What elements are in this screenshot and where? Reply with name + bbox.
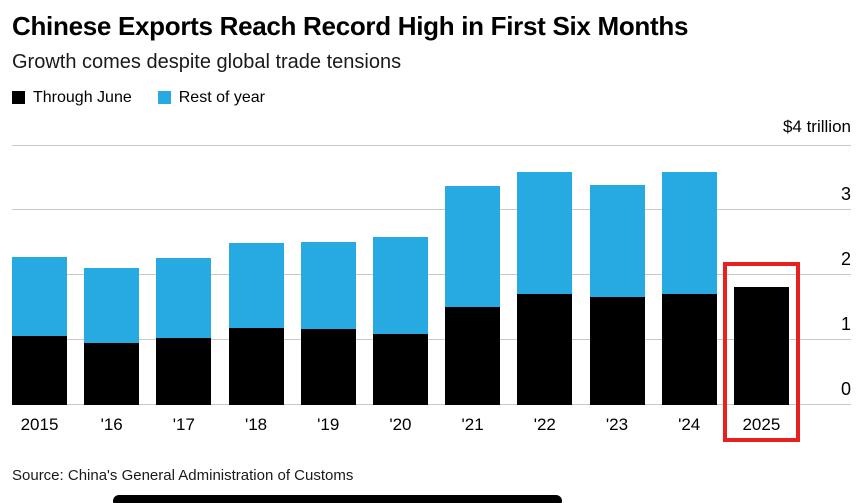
bar-segment-rest-of-year [589,184,645,297]
x-axis-label: '18 [244,414,268,434]
bar-column-21: '21 [445,145,501,434]
gridline-1 [12,338,851,340]
bar-column-16: '16 [84,145,140,434]
legend-item-through-june: Through June [12,89,132,107]
bar-segment-through-june [661,293,717,405]
bar-segment-rest-of-year [156,258,212,338]
legend: Through June Rest of year [12,89,851,107]
x-axis-label: '21 [461,414,484,434]
y-tick-0: 0 [840,378,851,399]
bar-segment-rest-of-year [517,171,573,294]
gridline-0 [12,403,851,405]
bar-segment-rest-of-year [300,241,356,329]
gridline-4 [12,144,851,146]
bar-segment-through-june [228,328,284,405]
bar-column-22: '22 [517,145,573,434]
bars-row: 2015 '16 '17 '18 '19 '20 '21 '22 '23 '24 2025 [12,145,789,434]
bar-segment-through-june [300,328,356,405]
bar-segment-through-june [372,334,428,405]
plot-area: $4 trillion 3 2 1 0 2015 '16 '17 '18 '19 '20 '… [12,117,851,442]
x-axis-label: '16 [100,414,123,434]
bar-segment-rest-of-year [661,172,717,294]
bar-segment-through-june [517,293,573,405]
bar-segment-through-june [445,307,501,405]
bar-segment-rest-of-year [12,257,67,336]
chart-subtitle: Growth comes despite global trade tensio… [12,50,402,73]
bar-segment-rest-of-year [84,267,140,344]
x-axis-label: '20 [389,414,412,434]
source-note: Source: China's General Administration o… [12,466,354,484]
home-indicator-bar [113,495,562,503]
y-tick-3: 3 [840,183,851,204]
x-axis-label: '17 [172,414,195,434]
legend-label-through-june: Through June [33,88,132,106]
x-axis-label: 2025 [742,414,781,434]
legend-swatch-through-june [12,91,25,105]
y-tick-2: 2 [840,248,851,269]
bar-segment-through-june [589,297,645,405]
bar-segment-rest-of-year [445,185,501,308]
bar-segment-through-june [84,343,140,405]
bar-column-24: '24 [661,145,717,434]
chart-title: Chinese Exports Reach Record High in Fir… [12,11,689,41]
y-axis-top-label: $4 trillion [782,116,851,136]
x-axis-label: 2015 [20,414,59,434]
bar-segment-rest-of-year [228,243,284,329]
x-axis-label: '23 [605,414,629,434]
x-axis-label: '22 [533,414,556,434]
bar-column-2025: 2025 [733,145,789,434]
gridline-3 [12,208,851,210]
y-tick-1: 1 [840,313,851,334]
bar-column-23: '23 [589,145,645,434]
bar-segment-through-june [733,287,789,405]
bar-column-19: '19 [300,145,356,434]
bar-segment-through-june [12,336,67,405]
x-axis-label: '24 [678,414,701,434]
bar-column-18: '18 [228,145,284,434]
bar-segment-through-june [156,337,212,405]
bar-segment-rest-of-year [372,236,428,335]
x-axis-label: '19 [317,414,340,434]
legend-label-rest-of-year: Rest of year [178,88,265,106]
gridline-2 [12,273,851,275]
legend-item-rest-of-year: Rest of year [157,88,265,107]
bar-column-2015: 2015 [12,145,67,434]
legend-swatch-rest-of-year [157,91,171,105]
bar-column-17: '17 [156,145,212,434]
bar-column-20: '20 [372,145,428,434]
